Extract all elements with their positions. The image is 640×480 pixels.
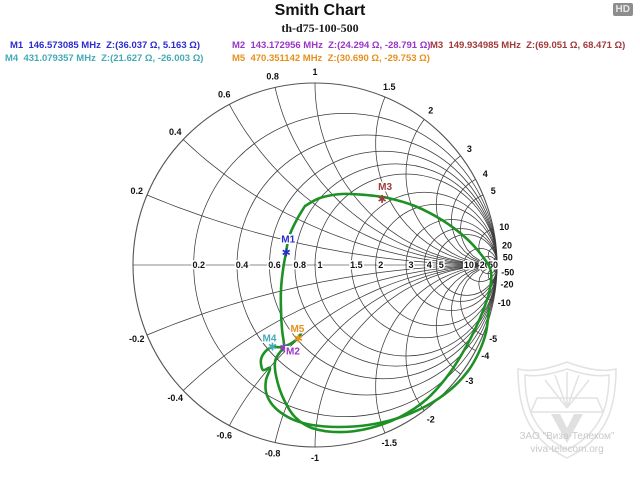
svg-text:1: 1	[317, 260, 322, 270]
svg-text:-10: -10	[498, 298, 511, 308]
svg-text:1.5: 1.5	[350, 260, 363, 270]
svg-text:-4: -4	[481, 351, 489, 361]
marker-legend-m5: M5 470.351142 MHz Z:(30.690 Ω, -29.753 Ω…	[232, 53, 430, 64]
marker-legend-m3: M3 149.934985 MHz Z:(69.051 Ω, 68.471 Ω)	[430, 40, 626, 51]
svg-text:-50: -50	[501, 268, 514, 278]
svg-text:-5: -5	[489, 334, 497, 344]
svg-text:0.2: 0.2	[131, 186, 144, 196]
grid-labels: 0.2 0.2 -0.2 0.4 0.4 -0.4 0.6 0.6 -0.6 0.8 0.8 -0.8…	[129, 67, 514, 463]
svg-text:4: 4	[427, 260, 432, 270]
marker-legend-m1: M1 146.573085 MHz Z:(36.037 Ω, 5.163 Ω)	[10, 40, 201, 51]
svg-text:0.8: 0.8	[294, 260, 307, 270]
svg-text:5: 5	[439, 260, 444, 270]
chart-subtitle-device: th-d75-100-500	[281, 21, 359, 35]
svg-text:50: 50	[503, 252, 513, 262]
svg-text:5: 5	[491, 186, 496, 196]
grid-convergence-point	[491, 261, 499, 269]
svg-text:1: 1	[312, 67, 317, 77]
svg-text:0.2: 0.2	[192, 260, 205, 270]
svg-text:-2: -2	[427, 414, 435, 424]
marker-m3[interactable]: M3	[377, 180, 394, 203]
svg-text:3: 3	[408, 260, 413, 270]
svg-text:-0.2: -0.2	[129, 334, 145, 344]
svg-text:10: 10	[464, 260, 474, 270]
marker-label-m4: M4	[263, 334, 277, 345]
marker-legend-m4: M4 431.079357 MHz Z:(21.627 Ω, -26.003 Ω…	[5, 53, 204, 64]
page-title: Smith Chart	[274, 2, 366, 19]
svg-text:-20: -20	[500, 279, 513, 289]
svg-text:2: 2	[378, 260, 383, 270]
svg-text:2: 2	[428, 106, 433, 116]
marker-m2[interactable]: M2	[280, 343, 302, 359]
trace-loop-1	[273, 192, 493, 434]
marker-label-m5: M5	[290, 324, 304, 335]
svg-text:-0.6: -0.6	[216, 430, 232, 440]
marker-m5[interactable]: M5	[289, 323, 306, 343]
watermark-company: ЗАО "Виза-Телеком"	[520, 431, 615, 442]
svg-text:0.8: 0.8	[266, 72, 279, 82]
svg-text:-1: -1	[311, 453, 319, 463]
svg-text:3: 3	[467, 144, 472, 154]
marker-m1[interactable]: M1	[280, 233, 297, 257]
svg-text:1.5: 1.5	[383, 82, 396, 92]
marker-label-m2: M2	[286, 347, 300, 358]
marker-label-m3: M3	[378, 182, 392, 193]
marker-label-m1: M1	[281, 234, 295, 245]
svg-text:-0.4: -0.4	[167, 393, 183, 403]
svg-text:-3: -3	[465, 376, 473, 386]
svg-text:0.4: 0.4	[169, 127, 182, 137]
watermark-v-emblem	[551, 414, 583, 443]
svg-text:4: 4	[483, 169, 488, 179]
hd-badge: HD	[612, 3, 633, 16]
svg-text:20: 20	[502, 241, 512, 251]
svg-text:10: 10	[499, 222, 509, 232]
svg-text:0.6: 0.6	[218, 90, 231, 100]
svg-text:0.4: 0.4	[236, 260, 249, 270]
svg-text:-1.5: -1.5	[381, 438, 397, 448]
svg-text:0.6: 0.6	[268, 260, 281, 270]
svg-text:-0.8: -0.8	[265, 448, 281, 458]
marker-legend-m2: M2 143.172956 MHz Z:(24.294 Ω, -28.791 Ω…	[232, 40, 431, 51]
marker-m4[interactable]: M4	[261, 332, 278, 351]
watermark-site: viva-telecom.org	[530, 444, 603, 455]
